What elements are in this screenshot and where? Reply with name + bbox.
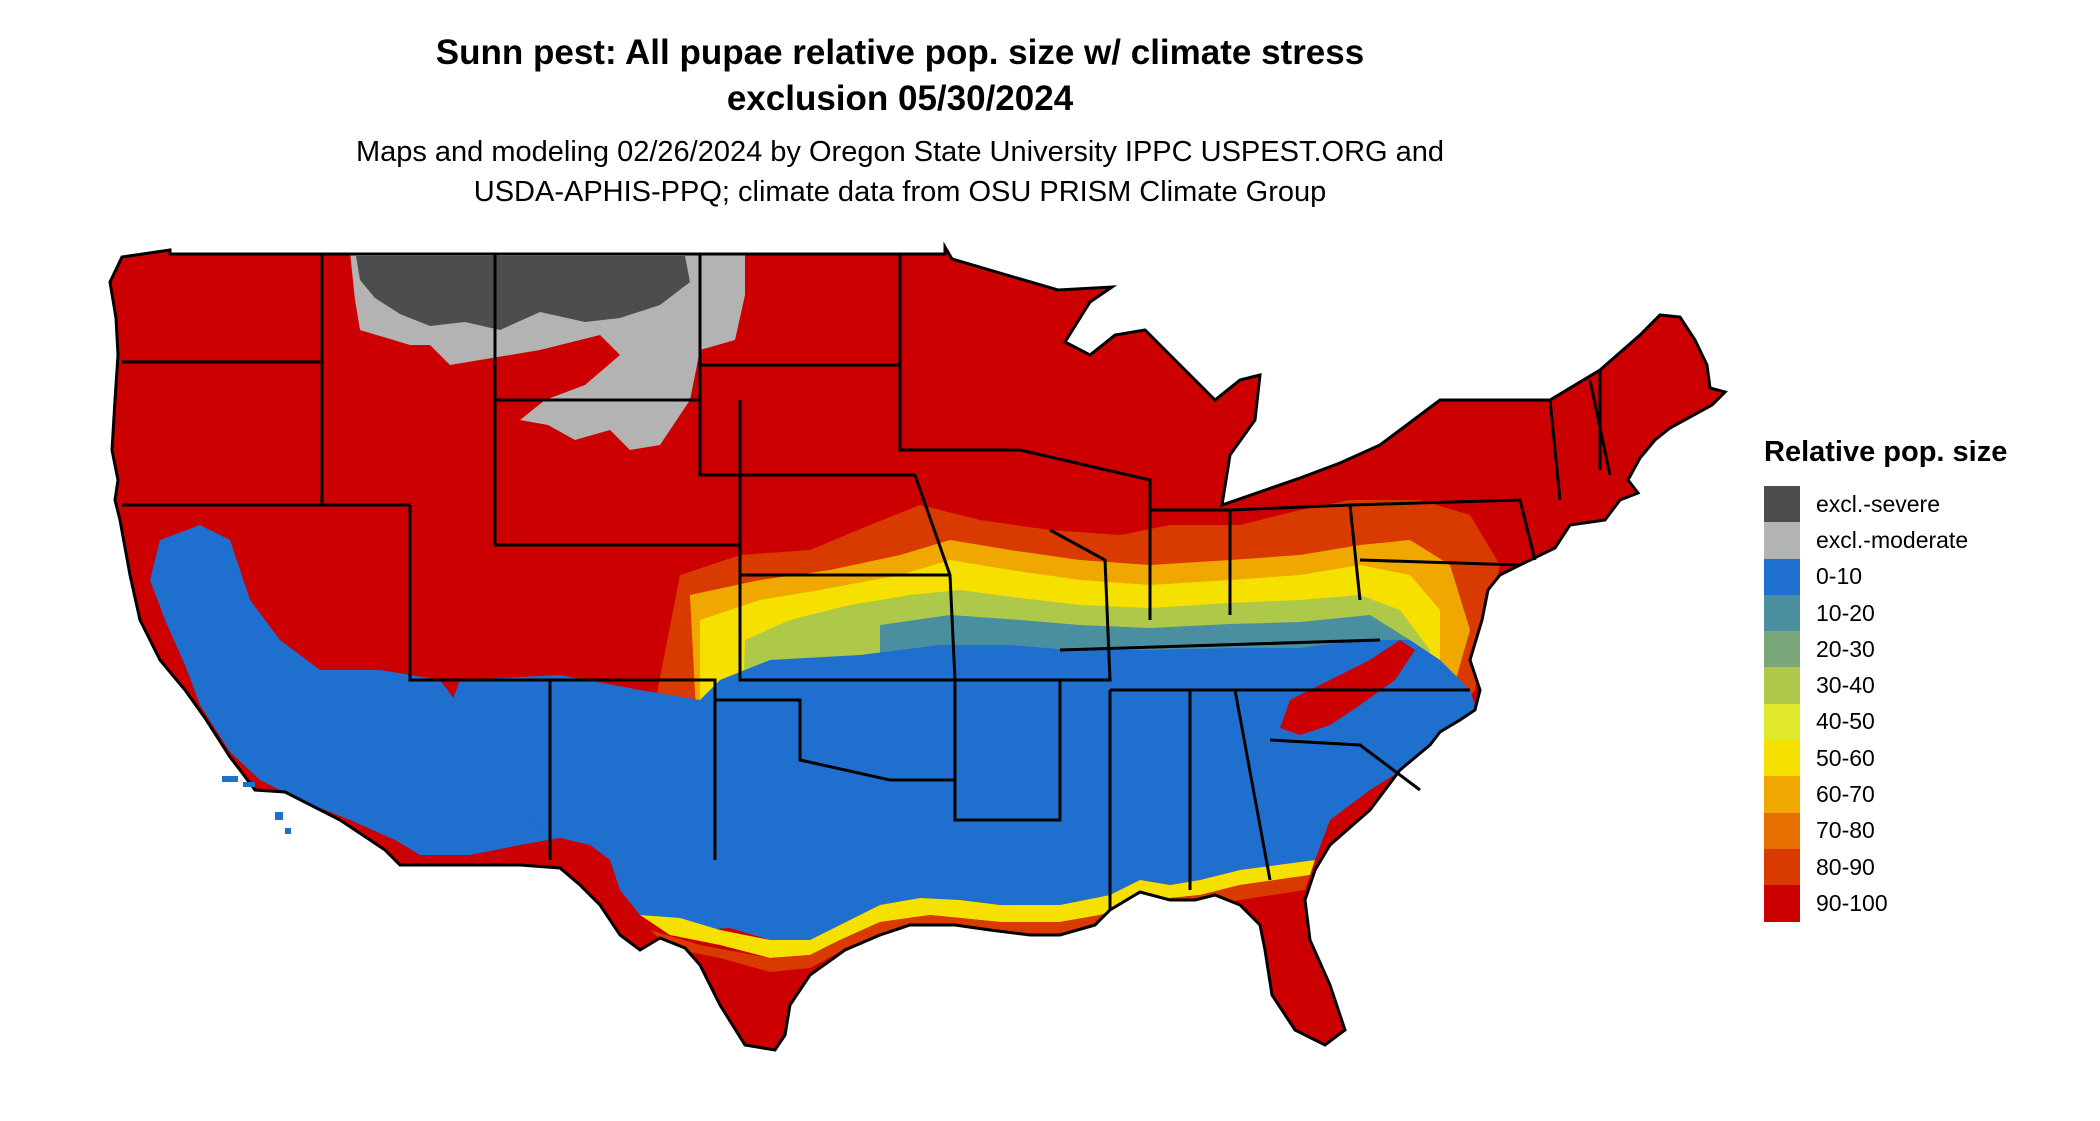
legend-label: excl.-severe [1816, 490, 1940, 517]
legend-swatch [1764, 776, 1800, 813]
state-borders [108, 245, 1727, 1052]
border-ut-az [408, 505, 552, 860]
legend-swatch [1764, 667, 1800, 704]
legend-label: 20-30 [1816, 635, 1875, 662]
legend-label: 90-100 [1816, 889, 1888, 916]
legend-swatch [1764, 594, 1800, 632]
zone-excl-severe [356, 256, 690, 330]
channel-island [222, 776, 238, 782]
legend-label: 40-50 [1816, 708, 1875, 735]
map-title: Sunn pest: All pupae relative pop. size … [0, 30, 1800, 122]
zone-blue-0-10-west [150, 525, 560, 855]
channel-island [285, 828, 291, 834]
legend-item: 60-70 [1764, 776, 2064, 813]
legend-swatch [1764, 885, 1800, 922]
legend-item: 10-20 [1764, 594, 2064, 632]
legend-swatch [1764, 812, 1800, 849]
zone-blue-0-10 [445, 640, 1478, 940]
legend-label: 80-90 [1816, 853, 1875, 880]
border-ok-tx [715, 698, 955, 782]
legend-item: 40-50 [1764, 703, 2064, 741]
map-title-line-1: Sunn pest: All pupae relative pop. size … [435, 33, 1365, 72]
legend-swatch [1764, 486, 1800, 523]
pacific-islands [222, 776, 291, 834]
legend-swatch [1764, 631, 1800, 668]
map-subtitle: Maps and modeling 02/26/2024 by Oregon S… [0, 132, 1800, 212]
legend-label: 0-10 [1816, 563, 1863, 590]
legend-item: excl.-severe [1764, 486, 2064, 523]
legend-label: 70-80 [1816, 817, 1875, 844]
legend-swatch [1764, 522, 1800, 559]
legend-item: 80-90 [1764, 848, 2064, 886]
legend-item: 30-40 [1764, 667, 2064, 704]
border-pa-ny [1349, 498, 1537, 567]
legend-title: Relative pop. size [1764, 436, 2008, 468]
border-ms-al-ga [1108, 689, 1272, 910]
zone-gulf-yellow [640, 860, 1315, 958]
legend-item: 50-60 [1764, 740, 2064, 777]
legend-item: excl.-moderate [1764, 522, 2064, 559]
map-subtitle-line-2: USDA-APHIS-PPQ; climate data from OSU PR… [473, 176, 1327, 208]
legend-label: 30-40 [1816, 672, 1875, 699]
legend: Relative pop. size excl.-severe excl.-mod… [1764, 434, 2064, 922]
legend-label: 60-70 [1816, 781, 1875, 808]
map-subtitle-line-1: Maps and modeling 02/26/2024 by Oregon S… [355, 136, 1445, 168]
border-mn-ia [898, 254, 1020, 452]
border-tn-ky [1059, 638, 1470, 692]
border-nm-tx [550, 678, 717, 860]
zone-appalachian-red [1280, 640, 1415, 735]
legend-label: excl.-moderate [1816, 526, 1969, 553]
legend-label: 50-60 [1816, 744, 1875, 771]
legend-label: 10-20 [1816, 599, 1875, 626]
border-mo [913, 474, 1112, 682]
border-wi-il [1019, 448, 1152, 620]
border-ar-la [953, 680, 1062, 822]
border-sc-nc [1269, 738, 1421, 792]
legend-items: excl.-severe excl.-moderate 0-10 10-20 20-30… [1764, 486, 2064, 922]
channel-island [275, 812, 283, 820]
legend-swatch [1764, 703, 1800, 741]
legend-item: 70-80 [1764, 812, 2064, 849]
border-mt-wy [493, 254, 702, 402]
border-new-england [1548, 370, 1612, 501]
border-wy-co [493, 400, 742, 547]
zone-gulf-80-90 [650, 875, 1310, 972]
border-sd-ne [698, 365, 915, 477]
border-ks-ok [738, 575, 955, 682]
channel-island [243, 782, 255, 787]
legend-swatch [1764, 558, 1800, 595]
legend-item: 0-10 [1764, 558, 2064, 595]
legend-swatch [1764, 848, 1800, 886]
legend-item: 90-100 [1764, 885, 2064, 922]
map-title-line-2: exclusion 05/30/2024 [726, 79, 1074, 118]
legend-swatch [1764, 740, 1800, 777]
legend-item: 20-30 [1764, 631, 2064, 668]
